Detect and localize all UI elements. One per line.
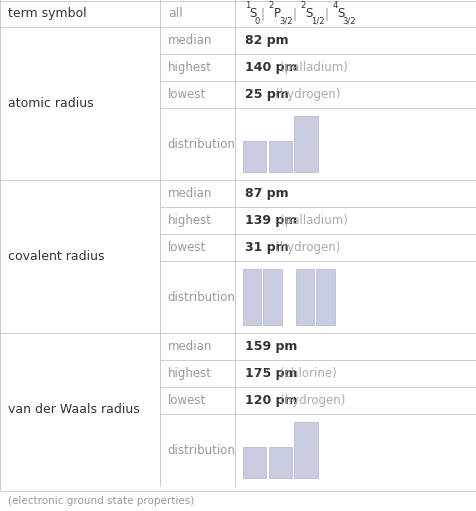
Text: 175 pm: 175 pm (244, 367, 297, 380)
Bar (242, 447, 265, 478)
Text: highest: highest (168, 367, 211, 380)
Text: median: median (168, 34, 212, 47)
Text: distribution: distribution (168, 137, 235, 151)
Text: 3/2: 3/2 (342, 16, 356, 26)
Text: covalent radius: covalent radius (8, 250, 104, 263)
Text: atomic radius: atomic radius (8, 97, 93, 110)
Text: all: all (168, 7, 182, 20)
Text: term symbol: term symbol (8, 7, 87, 20)
Text: highest: highest (168, 214, 211, 227)
Text: (hydrogen): (hydrogen) (275, 88, 340, 101)
Bar (268, 447, 291, 478)
Text: distribution: distribution (168, 290, 235, 304)
Text: lowest: lowest (168, 88, 206, 101)
Text: (palladium): (palladium) (279, 214, 347, 227)
Text: van der Waals radius: van der Waals radius (8, 403, 139, 416)
Bar (262, 269, 281, 325)
Text: S: S (249, 7, 257, 20)
Text: (palladium): (palladium) (279, 61, 347, 74)
Text: |: | (292, 7, 296, 20)
Text: P: P (273, 7, 280, 20)
Text: median: median (168, 340, 212, 353)
Bar (268, 141, 291, 172)
Bar (294, 116, 317, 172)
Text: (hydrogen): (hydrogen) (275, 241, 340, 254)
Text: (electronic ground state properties): (electronic ground state properties) (8, 496, 194, 506)
Text: (chlorine): (chlorine) (279, 367, 336, 380)
Text: median: median (168, 187, 212, 200)
Text: 159 pm: 159 pm (244, 340, 297, 353)
Text: distribution: distribution (168, 444, 235, 456)
Bar (242, 269, 261, 325)
Text: 31 pm: 31 pm (244, 241, 288, 254)
Text: |: | (260, 7, 264, 20)
Text: 139 pm: 139 pm (244, 214, 297, 227)
Text: 25 pm: 25 pm (244, 88, 288, 101)
Text: lowest: lowest (168, 394, 206, 407)
Text: |: | (324, 7, 327, 20)
Text: highest: highest (168, 61, 211, 74)
Text: 3/2: 3/2 (278, 16, 292, 26)
Text: 1: 1 (244, 1, 249, 10)
Text: 2: 2 (268, 1, 274, 10)
Text: 2: 2 (300, 1, 305, 10)
Text: 82 pm: 82 pm (244, 34, 288, 47)
Bar (295, 269, 314, 325)
Text: lowest: lowest (168, 241, 206, 254)
Text: 140 pm: 140 pm (244, 61, 297, 74)
Text: S: S (337, 7, 344, 20)
Text: (hydrogen): (hydrogen) (279, 394, 344, 407)
Text: 0: 0 (254, 16, 260, 26)
Text: 1/2: 1/2 (310, 16, 324, 26)
Text: 120 pm: 120 pm (244, 394, 297, 407)
Bar (294, 422, 317, 478)
Text: 4: 4 (332, 1, 337, 10)
Text: 87 pm: 87 pm (244, 187, 288, 200)
Text: S: S (305, 7, 312, 20)
Bar (315, 269, 334, 325)
Bar (242, 141, 265, 172)
